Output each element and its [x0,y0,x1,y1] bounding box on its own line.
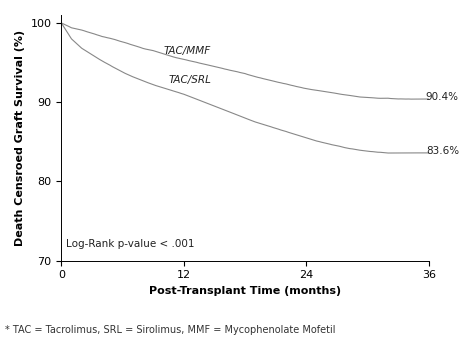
Y-axis label: Death Censroed Graft Survival (%): Death Censroed Graft Survival (%) [15,30,25,246]
Text: * TAC = Tacrolimus, SRL = Sirolimus, MMF = Mycophenolate Mofetil: * TAC = Tacrolimus, SRL = Sirolimus, MMF… [5,324,335,335]
Text: TAC/SRL: TAC/SRL [169,75,211,85]
Text: 90.4%: 90.4% [426,92,459,102]
Text: Log-Rank p-value < .001: Log-Rank p-value < .001 [66,239,195,249]
Text: 83.6%: 83.6% [426,146,459,155]
Text: TAC/MMF: TAC/MMF [164,46,210,56]
X-axis label: Post-Transplant Time (months): Post-Transplant Time (months) [149,286,341,296]
